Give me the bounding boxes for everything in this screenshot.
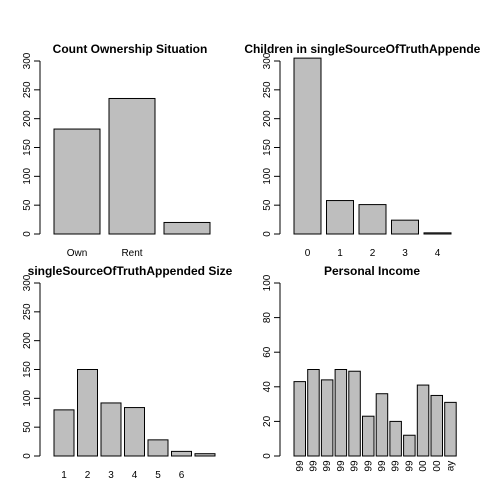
x-tick-label: 99 [363,460,374,472]
y-tick-label: 0 [22,231,33,237]
chart-title: Children in singleSourceOfTruthAppended [244,42,480,56]
bar [334,369,348,457]
y-tick-label: 200 [22,332,33,349]
x-tick-label: 00 [432,460,443,472]
x-tick-label: 99 [350,460,361,472]
bar [444,401,457,457]
chart-panel-3: singleSourceOfTruthAppended Size05010015… [22,264,233,480]
x-tick-label: 99 [404,460,415,472]
y-tick-label: 250 [262,81,273,98]
bar [53,128,101,235]
y-tick-label: 20 [262,415,273,427]
y-tick-label: 50 [22,421,33,433]
bar [147,439,169,457]
x-tick-label: 1 [337,248,343,259]
bar [403,434,416,457]
bar [293,381,306,457]
y-tick-label: 80 [262,312,273,324]
x-tick-label: 4 [435,248,441,259]
y-tick-label: 60 [262,346,273,358]
x-tick-label: 3 [402,248,408,259]
chart-title: Personal Income [324,264,420,278]
bar [163,221,211,235]
y-tick-label: 0 [262,453,273,459]
bar [124,407,145,457]
y-tick-label: 150 [22,139,33,156]
bar [389,420,402,457]
bar [358,204,387,235]
y-tick-label: 0 [22,453,33,459]
bar [307,369,320,457]
y-tick-label: 100 [262,168,273,185]
y-tick-label: 50 [22,199,33,211]
x-tick-label: 99 [336,460,347,472]
bar [171,450,192,457]
x-tick-label: Own [67,248,88,259]
chart-title: singleSourceOfTruthAppended Size [28,264,233,278]
x-tick-label: 0 [305,248,311,259]
x-tick-label: 4 [132,470,138,480]
y-tick-label: 200 [22,110,33,127]
x-tick-label: 99 [391,460,402,472]
y-tick-label: 300 [22,52,33,69]
bar [100,402,122,457]
y-tick-label: 250 [22,303,33,320]
bar [423,232,452,235]
x-tick-label: 1 [61,470,67,480]
y-tick-label: 250 [22,81,33,98]
x-tick-label: 3 [108,470,114,480]
bar [53,409,75,457]
x-tick-label: 99 [308,460,319,472]
x-tick-label: 6 [179,470,185,480]
bar [362,415,375,457]
y-tick-label: 0 [262,231,273,237]
x-tick-label: Rent [121,248,142,259]
x-tick-label: 2 [85,470,91,480]
y-tick-label: 50 [262,199,273,211]
chart-title: Count Ownership Situation [53,42,208,56]
bar [416,384,430,457]
bar [348,370,361,457]
bar [77,369,98,457]
chart-panel-1: Count Ownership Situation 0 50 100 150 200 250… [22,42,211,259]
x-tick-label: 5 [155,470,161,480]
y-tick-label: 100 [22,390,33,407]
y-tick-label: 150 [262,139,273,156]
y-tick-label: 200 [262,110,273,127]
bar [320,379,334,457]
bar [293,57,322,235]
y-tick-label: 40 [262,381,273,393]
y-tick-label: 100 [22,168,33,185]
bar [391,219,419,235]
y-tick-label: 100 [262,274,273,291]
y-tick-label: 300 [262,52,273,69]
x-tick-label: 99 [295,460,306,472]
bar [108,97,156,235]
x-tick-label: 99 [322,460,333,472]
y-tick-label: 300 [22,274,33,291]
bar [430,394,443,457]
y-tick-label: 150 [22,361,33,378]
x-tick-label: 99 [377,460,388,472]
x-tick-label: 2 [370,248,376,259]
x-tick-label: ay [445,461,456,472]
x-tick-label: 00 [418,460,429,472]
chart-panel-2: Children in singleSourceOfTruthAppended 0… [244,42,480,259]
bar [326,200,354,235]
bar [375,393,389,457]
bar [194,453,216,457]
